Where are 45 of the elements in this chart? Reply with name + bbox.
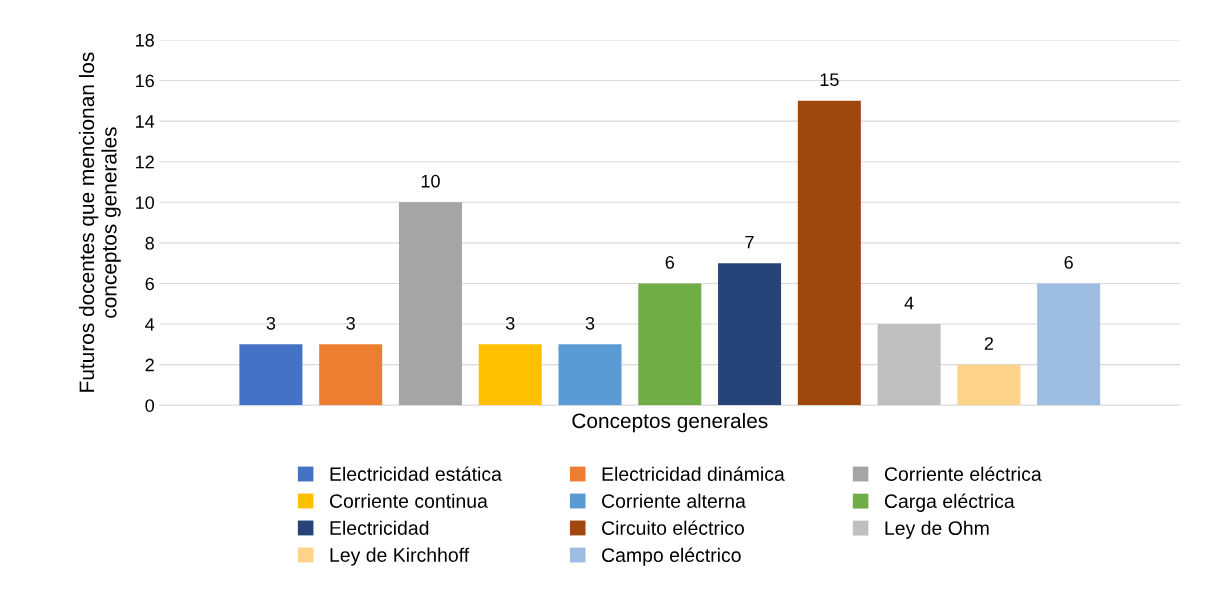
y-tick-label: 2 bbox=[145, 358, 154, 372]
bar bbox=[398, 202, 462, 406]
y-tick-label: 0 bbox=[145, 399, 155, 412]
bar bbox=[319, 344, 383, 406]
legend-label: Corriente eléctrica bbox=[884, 466, 1042, 481]
bar bbox=[718, 263, 782, 406]
y-tick-label: 18 bbox=[136, 33, 154, 47]
bar bbox=[1037, 283, 1101, 406]
y-axis-title: Futuros docentes que mencionan los conceptos generales bbox=[78, 52, 121, 392]
data-label: 6 bbox=[665, 256, 675, 269]
data-label: 6 bbox=[1064, 256, 1073, 269]
data-label: 4 bbox=[904, 296, 914, 310]
data-label: 3 bbox=[266, 316, 276, 330]
data-label: 15 bbox=[820, 73, 839, 87]
legend-label: Corriente continua bbox=[329, 493, 488, 508]
data-label: 3 bbox=[505, 316, 515, 330]
data-label: 7 bbox=[745, 235, 754, 249]
y-tick-label: 8 bbox=[145, 236, 154, 250]
y-tick-label: 4 bbox=[145, 318, 155, 331]
y-tick-label: 16 bbox=[136, 74, 154, 88]
data-label: 3 bbox=[585, 316, 595, 330]
legend-label: Electricidad bbox=[330, 520, 429, 535]
bar bbox=[957, 364, 1021, 406]
bar bbox=[239, 344, 303, 406]
x-axis-title: Conceptos generales bbox=[572, 412, 768, 433]
bar bbox=[638, 283, 702, 406]
bar bbox=[558, 344, 622, 406]
legend-label: Carga eléctrica bbox=[884, 493, 1015, 512]
legend-label: Corriente alterna bbox=[602, 493, 746, 508]
bar bbox=[797, 100, 861, 406]
legend-label: Campo eléctrico bbox=[602, 547, 741, 566]
bar bbox=[877, 324, 941, 406]
legend-label: Electricidad dinámica bbox=[602, 466, 785, 481]
data-label: 3 bbox=[346, 316, 355, 330]
data-label: 2 bbox=[984, 337, 994, 350]
legend-label: Ley de Ohm bbox=[885, 520, 989, 539]
y-tick-label: 12 bbox=[136, 155, 154, 169]
bar bbox=[478, 344, 542, 406]
legend-label: Electricidad estática bbox=[330, 466, 502, 481]
y-tick-label: 10 bbox=[136, 196, 155, 209]
legend-label: Ley de Kirchhoff bbox=[330, 547, 470, 566]
y-tick-label: 14 bbox=[136, 115, 155, 128]
data-label: 10 bbox=[421, 174, 440, 188]
legend-label: Circuito eléctrico bbox=[602, 520, 744, 535]
y-tick-label: 6 bbox=[145, 277, 154, 291]
